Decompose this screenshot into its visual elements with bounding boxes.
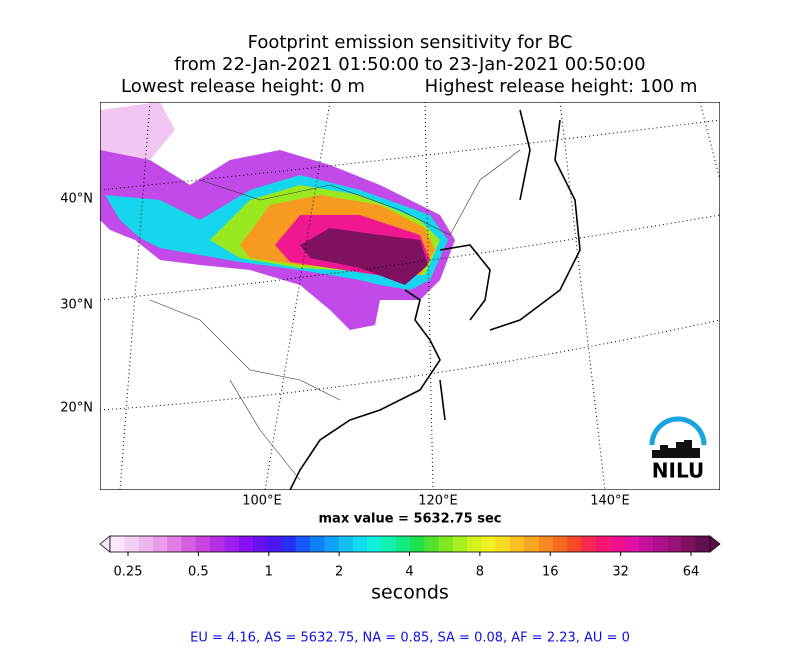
colorbar-swatch bbox=[310, 536, 325, 552]
max-value: max value = 5632.75 sec bbox=[319, 512, 502, 527]
colorbar-swatch bbox=[352, 536, 368, 552]
title: Footprint emission sensitivity for BC bbox=[248, 32, 573, 53]
colorbar-swatch bbox=[324, 536, 339, 552]
colorbar-swatch bbox=[181, 536, 197, 552]
colorbar-swatch bbox=[395, 536, 411, 552]
colorbar-swatch bbox=[410, 536, 425, 552]
colorbar-swatch bbox=[281, 536, 297, 552]
colorbar-tick-label: 1 bbox=[265, 565, 273, 580]
lon-label: 120°E bbox=[418, 494, 458, 509]
colorbar-tick-label: 8 bbox=[476, 565, 484, 580]
colorbar-swatch bbox=[195, 536, 211, 552]
colorbar-swatch bbox=[467, 536, 482, 552]
map: NILU bbox=[100, 102, 720, 490]
colorbar-swatch bbox=[338, 536, 354, 552]
colorbar-swatch bbox=[367, 536, 382, 552]
colorbar-swatch bbox=[638, 536, 654, 552]
colorbar-swatch bbox=[595, 536, 611, 552]
colorbar-tick-label: 2 bbox=[335, 565, 343, 580]
colorbar-swatch bbox=[252, 536, 268, 552]
lon-label: 140°E bbox=[590, 494, 630, 509]
colorbar-swatch bbox=[667, 536, 682, 552]
lat-label: 30°N bbox=[60, 298, 93, 313]
colorbar-tick-label: 32 bbox=[612, 565, 629, 580]
colorbar-swatch bbox=[238, 536, 254, 552]
title: Highest release height: 100 m bbox=[425, 76, 698, 97]
colorbar-tick-label: 0.25 bbox=[114, 565, 143, 580]
colorbar-swatch bbox=[381, 536, 397, 552]
colorbar-swatch bbox=[438, 536, 454, 552]
colorbar-swatch bbox=[495, 536, 511, 552]
lat-label: 20°N bbox=[60, 401, 93, 416]
plume bbox=[300, 228, 428, 285]
colorbar-swatch bbox=[624, 536, 639, 552]
colorbar-extend bbox=[709, 535, 721, 553]
colorbar-swatch bbox=[481, 536, 497, 552]
lon-label: 100°E bbox=[242, 494, 282, 509]
colorbar-label: seconds bbox=[371, 582, 449, 604]
logo-skyline bbox=[652, 440, 700, 458]
colorbar-tick-label: 4 bbox=[405, 565, 413, 580]
colorbar-swatch bbox=[610, 536, 625, 552]
title: Lowest release height: 0 m bbox=[121, 76, 365, 97]
colorbar-swatch bbox=[138, 536, 154, 552]
colorbar-swatch bbox=[510, 536, 525, 552]
colorbar-swatch bbox=[110, 536, 125, 552]
colorbar-swatch bbox=[167, 536, 182, 552]
colorbar-swatch bbox=[152, 536, 168, 552]
colorbar-tick-label: 64 bbox=[683, 565, 700, 580]
colorbar-swatch bbox=[224, 536, 239, 552]
colorbar-swatch bbox=[681, 536, 697, 552]
colorbar-swatch bbox=[452, 536, 468, 552]
colorbar-swatch bbox=[267, 536, 282, 552]
colorbar-swatch bbox=[538, 536, 554, 552]
colorbar-swatch bbox=[581, 536, 597, 552]
colorbar-swatch bbox=[124, 536, 139, 552]
title: from 22-Jan-2021 01:50:00 to 23-Jan-2021… bbox=[174, 54, 645, 75]
colorbar-swatch bbox=[552, 536, 568, 552]
colorbar-swatch bbox=[524, 536, 539, 552]
colorbar-swatch bbox=[210, 536, 225, 552]
colorbar-extend bbox=[99, 535, 111, 553]
colorbar-tick-label: 16 bbox=[542, 565, 559, 580]
colorbar-tick-label: 0.5 bbox=[188, 565, 209, 580]
colorbar: 0.25 0.5 1 2 4 8 16 32 64 bbox=[99, 535, 721, 580]
colorbar-swatch bbox=[567, 536, 582, 552]
colorbar-swatch bbox=[652, 536, 668, 552]
logo-arc bbox=[649, 416, 707, 446]
colorbar-swatch bbox=[695, 536, 711, 552]
lat-label: 40°N bbox=[60, 192, 93, 207]
colorbar-swatch bbox=[424, 536, 439, 552]
logo-text: NILU bbox=[652, 459, 704, 483]
footer-stats: EU = 4.16, AS = 5632.75, NA = 0.85, SA =… bbox=[190, 631, 630, 646]
colorbar-swatch bbox=[295, 536, 311, 552]
